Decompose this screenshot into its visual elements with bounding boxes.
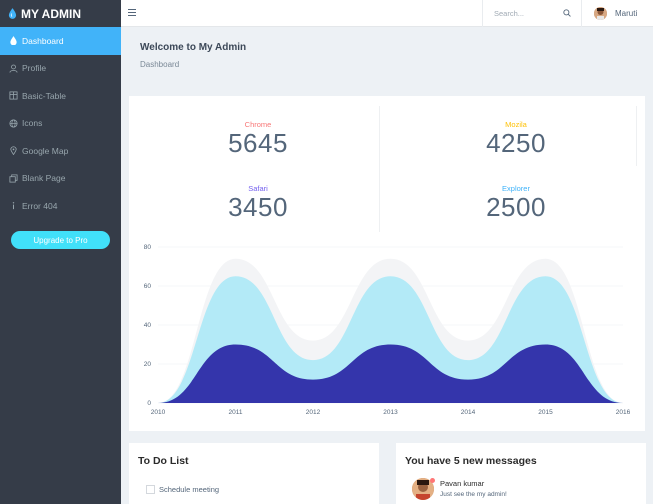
sidebar-item-label: Basic-Table (22, 90, 66, 101)
brand-logo[interactable]: MY ADMIN (0, 0, 121, 27)
stat-chrome: Chrome 5645 (133, 120, 383, 159)
stat-value: 4250 (486, 128, 546, 158)
y-tick-label: 20 (144, 361, 152, 368)
message-item[interactable]: Pavan kumar Just see the my admin! (412, 478, 507, 500)
stat-label: Mozila (505, 120, 527, 129)
search-box (482, 0, 581, 27)
sidebar: MY ADMIN Dashboard Profile Basic-Table I… (0, 0, 121, 504)
breadcrumb: Dashboard (140, 60, 180, 69)
x-tick-label: 2010 (151, 409, 166, 416)
y-tick-label: 40 (144, 322, 152, 329)
y-tick-label: 60 (144, 283, 152, 290)
sidebar-item-blank-page[interactable]: Blank Page (0, 165, 121, 193)
search-icon[interactable] (563, 9, 571, 17)
stat-safari: Safari 3450 (133, 184, 383, 223)
upgrade-to-pro-button[interactable]: Upgrade to Pro (11, 231, 110, 249)
x-tick-label: 2014 (461, 409, 476, 416)
stat-explorer: Explorer 2500 (391, 184, 641, 223)
drop-logo-icon (8, 8, 17, 19)
x-tick-label: 2011 (229, 409, 243, 416)
stat-label: Explorer (502, 184, 530, 193)
sidebar-item-label: Profile (22, 63, 47, 74)
user-icon (8, 63, 18, 73)
copy-icon (8, 173, 18, 183)
sidebar-item-label: Dashboard (22, 35, 64, 46)
topbar: Maruti (121, 0, 653, 27)
user-name: Maruti (615, 9, 638, 18)
x-tick-label: 2015 (538, 409, 553, 416)
sidebar-item-google-map[interactable]: Google Map (0, 137, 121, 165)
dashboard-icon (8, 36, 18, 46)
sidebar-item-label: Error 404 (22, 200, 58, 211)
sidebar-item-label: Google Map (22, 145, 69, 156)
online-status-dot (430, 478, 435, 483)
x-tick-label: 2012 (306, 409, 321, 416)
x-tick-label: 2013 (383, 409, 398, 416)
messages-card: You have 5 new messages Pavan kumar Just… (396, 443, 646, 504)
avatar (412, 478, 434, 500)
sidebar-item-basic-table[interactable]: Basic-Table (0, 82, 121, 110)
menu-toggle-icon[interactable] (128, 9, 136, 17)
avatar (594, 7, 607, 20)
message-text: Just see the my admin! (440, 491, 507, 498)
divider (636, 106, 637, 166)
message-sender: Pavan kumar (440, 479, 485, 488)
globe-icon (8, 118, 18, 128)
y-tick-label: 80 (144, 244, 152, 251)
page-title: Welcome to My Admin (140, 42, 247, 53)
info-icon (8, 201, 18, 211)
stat-label: Safari (248, 184, 268, 193)
map-pin-icon (8, 146, 18, 156)
todo-label: Schedule meeting (159, 485, 220, 494)
sidebar-item-label: Icons (22, 118, 43, 129)
stat-mozila: Mozila 4250 (391, 120, 641, 159)
sidebar-item-label: Blank Page (22, 173, 66, 184)
stat-value: 3450 (228, 192, 288, 222)
stat-value: 5645 (228, 128, 288, 158)
card-title: To Do List (138, 455, 189, 467)
user-menu[interactable]: Maruti (581, 0, 653, 27)
sidebar-item-profile[interactable]: Profile (0, 55, 121, 83)
sidebar-item-icons[interactable]: Icons (0, 110, 121, 138)
y-tick-label: 0 (147, 400, 151, 407)
todo-checkbox[interactable] (146, 485, 155, 494)
todo-item[interactable]: Schedule meeting (146, 485, 219, 494)
chart-area-series-2 (158, 344, 623, 403)
table-icon (8, 91, 18, 101)
todo-card: To Do List Schedule meeting (129, 443, 379, 504)
sidebar-item-dashboard[interactable]: Dashboard (0, 27, 121, 55)
sidebar-item-error-404[interactable]: Error 404 (0, 192, 121, 220)
stat-label: Chrome (244, 120, 272, 129)
stat-value: 2500 (486, 192, 546, 222)
page-title-bar: Welcome to My Admin Dashboard (121, 27, 653, 84)
stats-chart-card: Chrome 5645 Mozila 4250 Safari 3450 Expl… (129, 96, 645, 431)
x-tick-label: 2016 (616, 409, 631, 416)
divider (379, 106, 380, 232)
card-title: You have 5 new messages (405, 455, 537, 467)
brand-title: MY ADMIN (21, 6, 81, 21)
area-chart: 0 20 40 60 80 2010 2011 2012 2013 2014 2015 2016 (144, 244, 631, 416)
search-input[interactable] (494, 9, 564, 18)
